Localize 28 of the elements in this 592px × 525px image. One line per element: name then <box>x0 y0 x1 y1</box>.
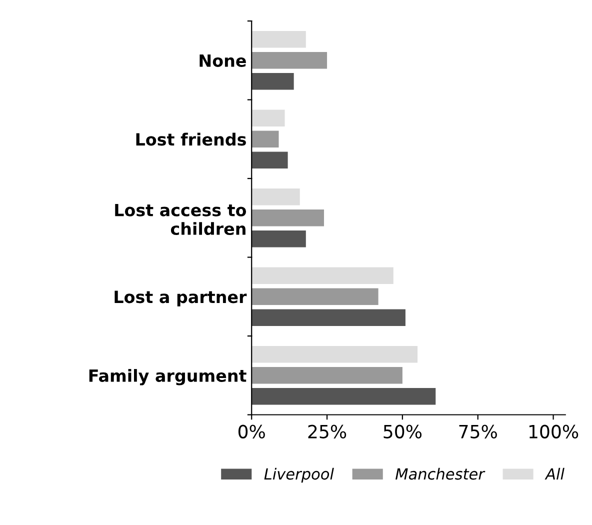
x-tick-label: 50% <box>384 424 422 438</box>
bar <box>252 388 436 405</box>
x-tick-label: 100% <box>529 424 578 438</box>
legend-label: Manchester <box>396 468 486 480</box>
y-tick-label: Lost a partner <box>114 290 247 306</box>
y-tick-label: Lost friends <box>136 132 246 146</box>
legend-label: All <box>544 468 564 480</box>
y-tick-label: Family argument <box>89 369 246 386</box>
bar <box>252 366 402 384</box>
bar <box>252 230 306 248</box>
bar <box>252 130 279 148</box>
bar <box>252 72 294 90</box>
x-tick-label: 0% <box>238 424 265 438</box>
x-tick-label: 75% <box>459 424 497 438</box>
bar <box>252 309 406 326</box>
y-tick-label: Lost access to children <box>115 204 246 236</box>
bar <box>252 346 418 363</box>
bar <box>252 30 306 48</box>
legend-label: Liverpool <box>264 468 334 483</box>
bar <box>252 267 394 284</box>
bar <box>252 52 328 69</box>
y-tick-label: None <box>200 54 246 67</box>
bar <box>252 110 285 127</box>
bar <box>252 188 300 206</box>
bar <box>252 288 378 306</box>
bar <box>252 209 324 226</box>
x-tick-label: 25% <box>308 424 346 438</box>
bar <box>252 152 288 169</box>
